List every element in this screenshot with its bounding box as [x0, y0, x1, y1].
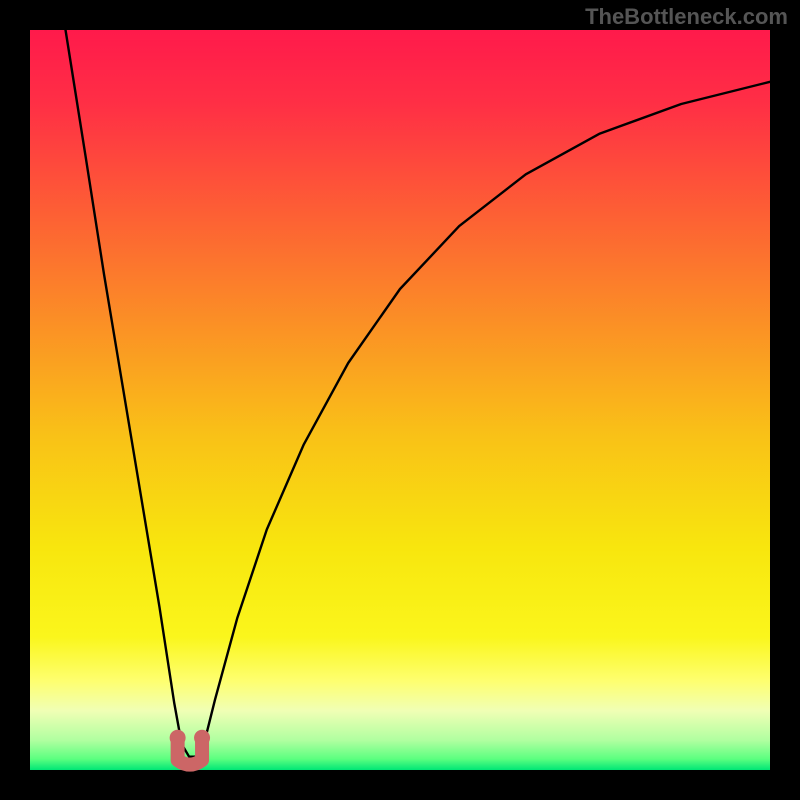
- bottleneck-chart: [0, 0, 800, 800]
- chart-container: TheBottleneck.com: [0, 0, 800, 800]
- watermark-text: TheBottleneck.com: [585, 4, 788, 30]
- plot-background: [30, 30, 770, 770]
